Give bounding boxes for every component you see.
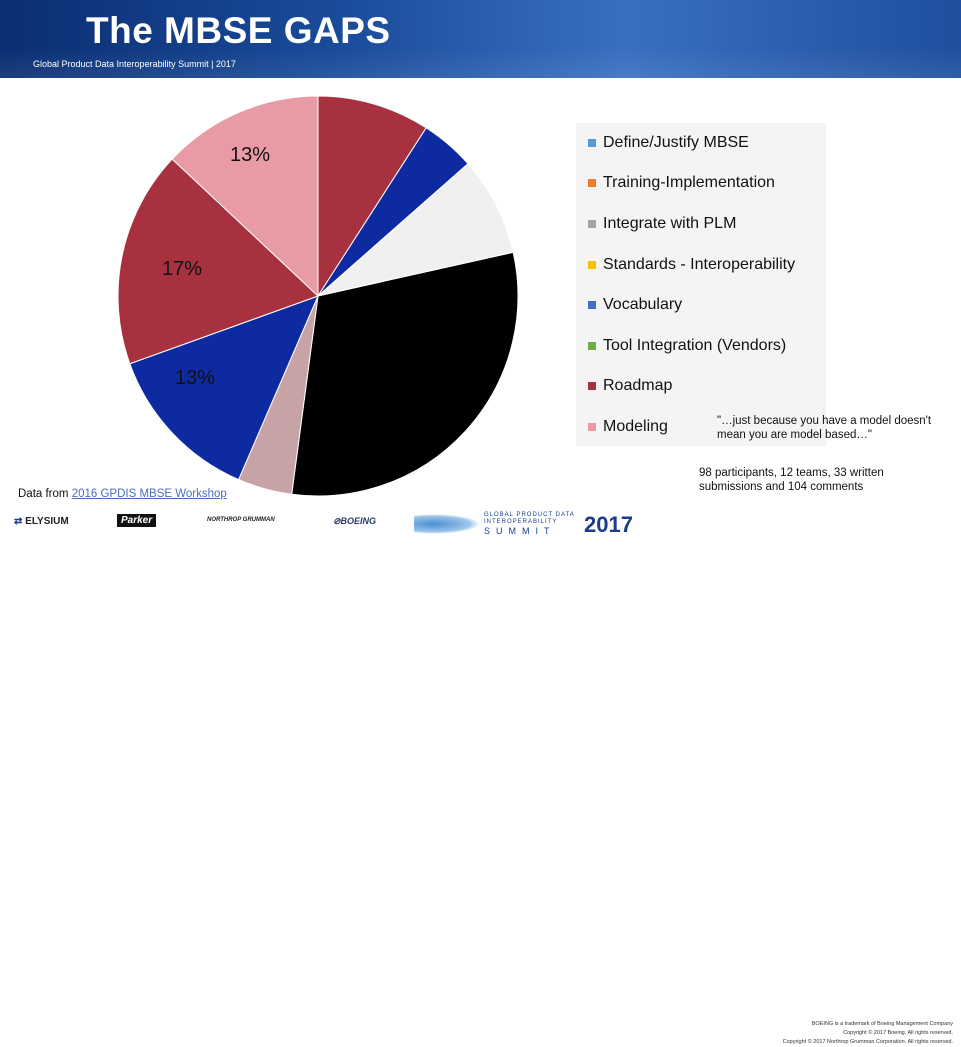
gpdis-summit-logo: GLOBAL PRODUCT DATA INTEROPERABILITY SUM… <box>414 512 664 538</box>
copyright-line: BOEING is a trademark of Boeing Manageme… <box>811 1021 953 1027</box>
pie-slice-standards-interoperability <box>291 251 519 497</box>
source-note: Data from 2016 GPDIS MBSE Workshop <box>18 488 227 500</box>
page-title: The MBSE GAPS <box>86 10 391 51</box>
legend-item-vocabulary: Vocabulary <box>588 294 682 316</box>
pie-chart <box>117 95 519 497</box>
northrop-grumman-logo: NORTHROP GRUMMAN <box>207 517 275 523</box>
header-banner <box>0 0 961 78</box>
source-link[interactable]: 2016 GPDIS MBSE Workshop <box>71 488 227 500</box>
page-subtitle: Global Product Data Interoperability Sum… <box>33 59 236 69</box>
summit-logo-top: GLOBAL PRODUCT DATA <box>484 512 575 518</box>
legend-label: Define/Justify MBSE <box>603 134 749 151</box>
legend-item-standards: Standards - Interoperability <box>588 254 795 276</box>
copyright-line: Copyright © 2017 Northrop Grumman Corpor… <box>782 1039 953 1045</box>
summit-logo-year: 2017 <box>584 512 633 537</box>
summit-logo-mid: INTEROPERABILITY <box>484 519 558 525</box>
legend-swatch <box>588 342 596 350</box>
quote-text: "…just because you have a model doesn't … <box>717 415 932 441</box>
legend-swatch <box>588 423 596 431</box>
legend-label: Modeling <box>603 418 668 435</box>
pie-slice-modeling <box>171 95 319 298</box>
legend-item-training: Training-Implementation <box>588 172 775 194</box>
chart-legend: Define/Justify MBSE Training-Implementat… <box>576 123 826 446</box>
elysium-logo: ⇄ ELYSIUM <box>14 516 69 527</box>
globe-map-icon <box>414 514 480 534</box>
footer-logos: ⇄ ELYSIUM Parker NORTHROP GRUMMAN ⊘BOEIN… <box>0 508 961 1045</box>
copyright-line: Copyright © 2017 Boeing. All rights rese… <box>843 1030 953 1036</box>
legend-item-roadmap: Roadmap <box>588 375 672 397</box>
legend-swatch <box>588 220 596 228</box>
data-label-tool-integration: 13% <box>175 367 216 389</box>
header-glow <box>0 48 961 78</box>
pie-slice-define-justify-mbse <box>317 95 427 298</box>
legend-swatch <box>588 139 596 147</box>
legend-item-integrate-plm: Integrate with PLM <box>588 213 736 235</box>
legend-label: Vocabulary <box>603 296 683 313</box>
legend-swatch <box>588 301 596 309</box>
boeing-mark-icon: ⊘ <box>333 516 341 526</box>
legend-label: Integrate with PLM <box>603 215 737 232</box>
data-label-modeling: 13% <box>230 144 271 166</box>
legend-label: Roadmap <box>603 377 673 394</box>
stats-text: 98 participants, 12 teams, 33 written su… <box>699 467 884 493</box>
legend-label: Tool Integration (Vendors) <box>603 337 787 354</box>
pie-slice-tool-integration-vendors <box>129 295 319 481</box>
legend-label: Standards - Interoperability <box>603 256 796 273</box>
legend-item-modeling: Modeling <box>588 416 668 438</box>
source-prefix: Data from <box>18 488 72 500</box>
legend-item-define-justify: Define/Justify MBSE <box>588 132 749 154</box>
legend-swatch <box>588 179 596 187</box>
pie-slice-roadmap <box>117 158 319 365</box>
legend-swatch <box>588 261 596 269</box>
data-label-roadmap: 17% <box>162 258 203 280</box>
elysium-mark-icon: ⇄ <box>14 516 26 527</box>
parker-logo: Parker <box>117 514 157 527</box>
boeing-logo: ⊘BOEING <box>333 516 377 526</box>
copyright-notice: BOEING is a trademark of Boeing Manageme… <box>723 1020 953 1047</box>
legend-swatch <box>588 382 596 390</box>
legend-item-tool-integration: Tool Integration (Vendors) <box>588 335 786 357</box>
summit-logo-bottom: SUMMIT <box>484 526 556 536</box>
legend-label: Training-Implementation <box>603 174 775 191</box>
